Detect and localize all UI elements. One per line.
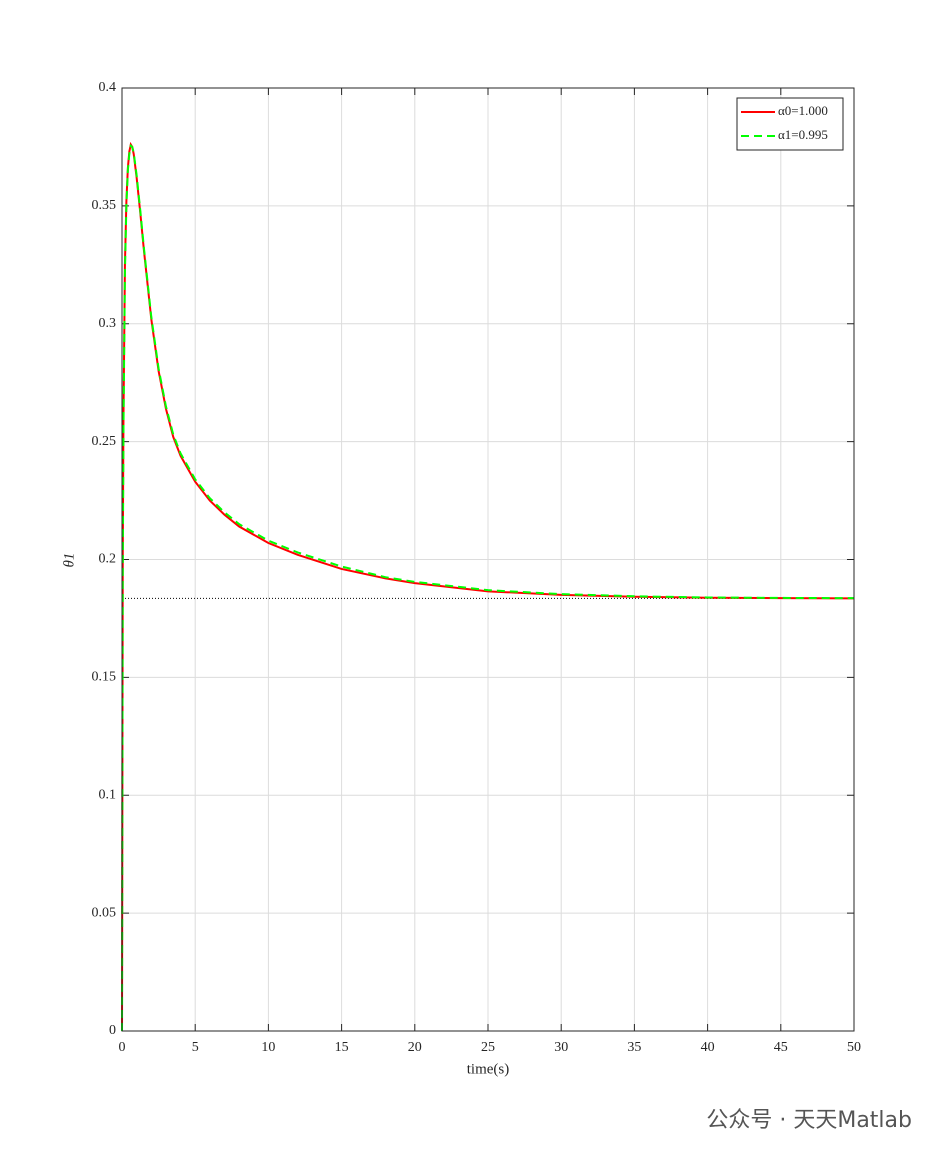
x-tick-label: 40 <box>701 1040 715 1055</box>
x-tick-label: 20 <box>408 1040 422 1055</box>
y-tick-label: 0.2 <box>99 552 117 567</box>
x-tick-label: 0 <box>119 1040 126 1055</box>
series-line <box>121 143 855 1032</box>
legend-label: α1=0.995 <box>778 127 828 142</box>
legend-box <box>736 97 844 151</box>
x-tick-label: 10 <box>261 1040 275 1055</box>
legend-label: α0=1.000 <box>778 103 828 118</box>
y-tick-label: 0.15 <box>92 670 117 685</box>
y-tick-label: 0.35 <box>92 198 117 213</box>
y-tick-label: 0.4 <box>99 80 117 95</box>
x-tick-label: 15 <box>335 1040 349 1055</box>
x-tick-label: 5 <box>192 1040 199 1055</box>
y-axis-label: θ1 <box>61 553 77 568</box>
x-tick-label: 45 <box>774 1040 788 1055</box>
x-tick-label: 35 <box>627 1040 641 1055</box>
axes-box <box>121 87 855 1032</box>
y-tick-label: 0.05 <box>92 905 117 920</box>
x-tick-label: 30 <box>554 1040 568 1055</box>
x-axis-label: time(s) <box>467 1061 510 1077</box>
x-tick-label: 50 <box>847 1040 861 1055</box>
x-tick-label: 25 <box>481 1040 495 1055</box>
y-tick-label: 0.25 <box>92 434 117 449</box>
watermark: 公众号 · 天天Matlab <box>706 1108 912 1133</box>
y-tick-label: 0.1 <box>99 787 117 802</box>
series-line <box>121 141 855 1032</box>
y-tick-label: 0.3 <box>99 316 117 331</box>
y-tick-label: 0 <box>109 1023 116 1038</box>
